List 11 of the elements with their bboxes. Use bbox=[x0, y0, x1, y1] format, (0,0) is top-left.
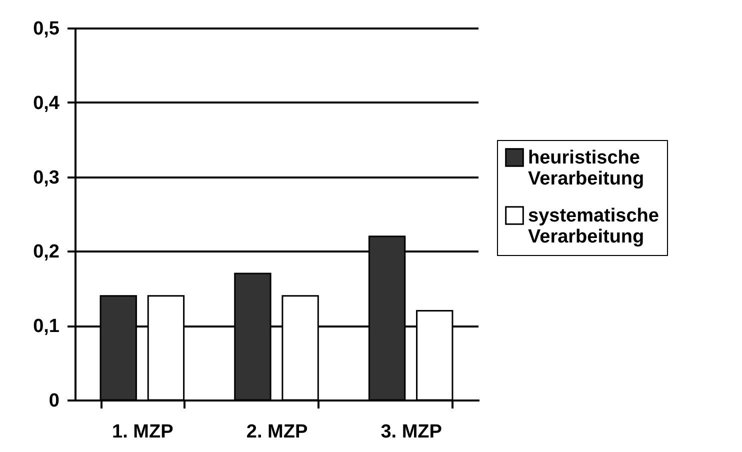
legend-label: systematische Verarbeitung bbox=[528, 206, 659, 248]
y-tick-label: 0,1 bbox=[33, 316, 60, 338]
x-tick-label: 3. MZP bbox=[380, 422, 442, 442]
y-tick-label: 0,4 bbox=[33, 92, 60, 114]
y-tick-label: 0 bbox=[48, 390, 60, 412]
legend-label: heuristische Verarbeitung bbox=[528, 148, 644, 190]
x-tick-label: 1. MZP bbox=[112, 422, 174, 442]
x-tick-label: 2. MZP bbox=[246, 422, 308, 442]
y-tick-label: 0,3 bbox=[33, 167, 60, 188]
y-tick-label: 0,5 bbox=[33, 18, 60, 40]
y-tick-label: 0,2 bbox=[33, 242, 60, 263]
